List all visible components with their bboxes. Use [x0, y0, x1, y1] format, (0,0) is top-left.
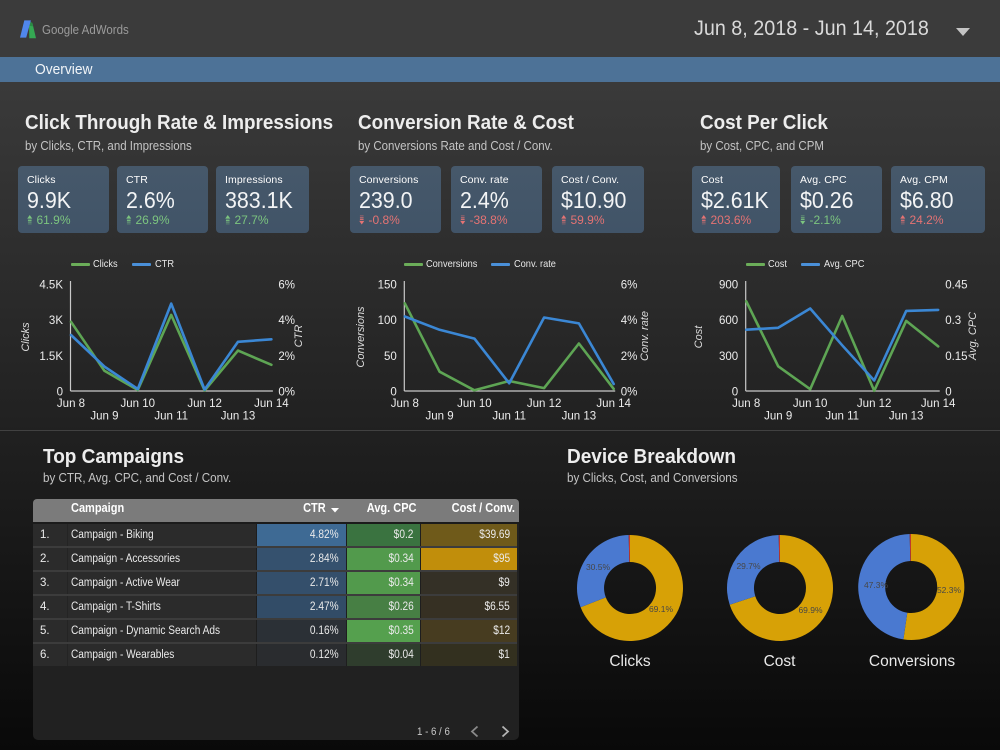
svg-text:0.3: 0.3: [945, 315, 961, 327]
svg-text:2%: 2%: [621, 351, 638, 363]
svg-text:Jun 11: Jun 11: [825, 411, 859, 423]
svg-text:4%: 4%: [278, 315, 295, 327]
svg-text:Cost: Cost: [693, 325, 705, 349]
svg-text:Jun 10: Jun 10: [793, 398, 828, 410]
svg-text:600: 600: [719, 315, 738, 327]
svg-text:Jun 8: Jun 8: [732, 398, 760, 410]
svg-text:4.5K: 4.5K: [39, 280, 63, 292]
svg-text:Jun 10: Jun 10: [457, 398, 492, 410]
svg-text:Conversions: Conversions: [355, 306, 367, 368]
svg-text:900: 900: [719, 280, 738, 292]
svg-text:150: 150: [378, 280, 397, 292]
svg-text:52.3%: 52.3%: [937, 585, 962, 595]
svg-text:0: 0: [732, 387, 738, 399]
svg-text:69.9%: 69.9%: [798, 605, 823, 615]
svg-text:Jun 11: Jun 11: [492, 411, 526, 423]
svg-text:50: 50: [384, 351, 397, 363]
svg-text:0.15: 0.15: [945, 351, 967, 363]
svg-text:Jun 8: Jun 8: [57, 398, 85, 410]
svg-text:29.7%: 29.7%: [736, 561, 761, 571]
svg-text:6%: 6%: [278, 280, 295, 292]
svg-text:Jun 8: Jun 8: [391, 398, 419, 410]
svg-text:Jun 14: Jun 14: [596, 398, 631, 410]
svg-text:0.45: 0.45: [945, 280, 967, 292]
svg-text:Jun 12: Jun 12: [857, 398, 892, 410]
svg-text:30.5%: 30.5%: [586, 562, 611, 572]
svg-text:Jun 13: Jun 13: [562, 411, 597, 423]
svg-text:Jun 9: Jun 9: [426, 411, 454, 423]
svg-text:CTR: CTR: [293, 325, 305, 348]
svg-text:Jun 13: Jun 13: [889, 411, 924, 423]
svg-text:0%: 0%: [278, 387, 295, 399]
svg-text:1.5K: 1.5K: [39, 351, 63, 363]
svg-text:Jun 10: Jun 10: [121, 398, 156, 410]
svg-text:0%: 0%: [621, 387, 638, 399]
svg-text:Jun 12: Jun 12: [187, 398, 222, 410]
svg-text:47.3%: 47.3%: [864, 580, 889, 590]
svg-text:0: 0: [945, 387, 951, 399]
svg-text:Conv. rate: Conv. rate: [639, 311, 651, 361]
svg-text:0: 0: [57, 387, 63, 399]
svg-text:100: 100: [378, 315, 397, 327]
svg-text:Jun 14: Jun 14: [254, 398, 289, 410]
svg-text:300: 300: [719, 351, 738, 363]
svg-text:0: 0: [390, 387, 396, 399]
svg-text:Jun 14: Jun 14: [921, 398, 956, 410]
svg-text:Jun 11: Jun 11: [154, 411, 188, 423]
svg-text:69.1%: 69.1%: [649, 604, 674, 614]
svg-text:Jun 13: Jun 13: [221, 411, 256, 423]
svg-text:3K: 3K: [49, 315, 63, 327]
svg-text:6%: 6%: [621, 280, 638, 292]
svg-text:Jun 12: Jun 12: [527, 398, 562, 410]
svg-text:Jun 9: Jun 9: [764, 411, 792, 423]
svg-text:Clicks: Clicks: [20, 322, 32, 352]
svg-text:2%: 2%: [278, 351, 295, 363]
svg-text:Jun 9: Jun 9: [90, 411, 118, 423]
svg-text:Avg. CPC: Avg. CPC: [967, 312, 979, 361]
svg-text:4%: 4%: [621, 315, 638, 327]
